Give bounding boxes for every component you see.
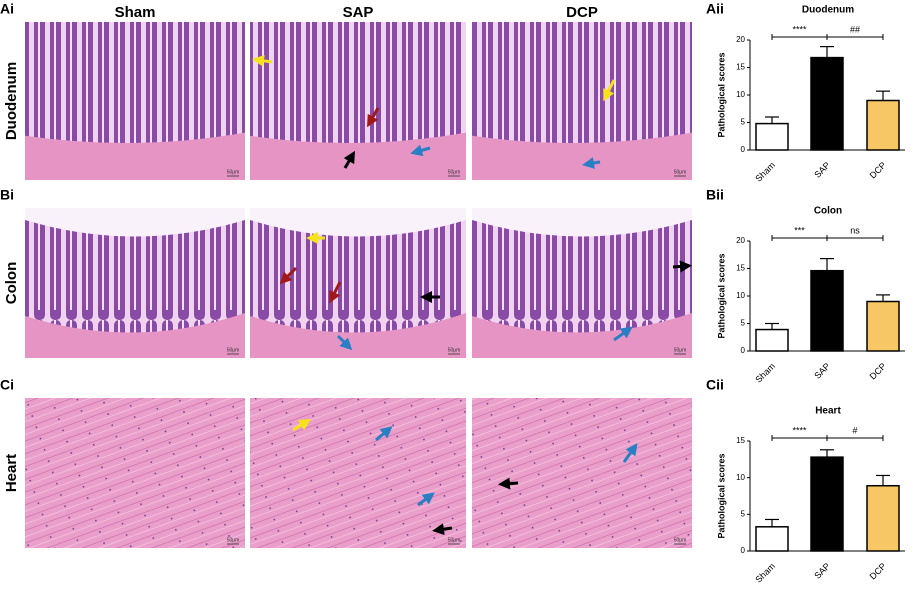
x-tick-label: DCP	[868, 160, 889, 181]
x-tick-label: DCP	[868, 561, 889, 582]
row-label: Heart	[3, 454, 20, 492]
panel-label: Ai	[0, 1, 14, 17]
bar	[810, 269, 844, 352]
y-axis-label: Pathological scores	[716, 52, 726, 137]
x-tick-label: SAP	[812, 160, 832, 180]
y-tick-label: 10	[736, 291, 745, 300]
bar	[755, 328, 789, 352]
x-tick-label: DCP	[868, 361, 889, 382]
scale-bar-label: 50μm	[448, 537, 461, 543]
chart-title: Duodenum	[802, 5, 854, 16]
scale-bar-label: 50μm	[674, 537, 687, 543]
bar	[810, 456, 844, 552]
panel-label: Aii	[706, 1, 724, 17]
micrograph	[250, 398, 466, 548]
row-label: Duodenum	[3, 62, 20, 140]
significance-label: ****	[792, 425, 807, 435]
tissue-band	[250, 313, 466, 358]
scale-bar-label: 50μm	[227, 169, 240, 175]
x-tick-label: SAP	[812, 361, 832, 381]
chart-title: Heart	[815, 406, 841, 417]
column-header: Sham	[115, 4, 156, 21]
x-tick-label: Sham	[753, 561, 777, 585]
panel-label: Cii	[706, 377, 724, 393]
y-tick-label: 10	[736, 90, 745, 99]
significance-label: ***	[794, 225, 805, 235]
y-tick-label: 20	[736, 35, 745, 44]
lumen	[25, 208, 245, 237]
scale-bar-label: 50μm	[448, 169, 461, 175]
scale-bar-label: 50μm	[227, 537, 240, 543]
y-tick-label: 15	[736, 63, 745, 72]
scale-bar-label: 50μm	[227, 347, 240, 353]
y-tick-label: 20	[736, 236, 745, 245]
scale-bar-label: 50μm	[674, 347, 687, 353]
y-axis-label: Pathological scores	[716, 253, 726, 338]
panel-label: Ci	[0, 377, 14, 393]
y-tick-label: 5	[741, 118, 746, 127]
column-header: SAP	[343, 4, 374, 21]
y-tick-label: 0	[741, 145, 746, 154]
scale-bar-label: 50μm	[674, 169, 687, 175]
x-tick-label: Sham	[753, 361, 777, 385]
bar	[866, 300, 900, 352]
tissue-band	[472, 132, 692, 180]
y-tick-label: 10	[736, 473, 745, 482]
bar	[755, 122, 789, 151]
tissue-band	[250, 132, 466, 180]
bar	[866, 484, 900, 552]
lumen	[250, 208, 466, 237]
arrows	[252, 54, 692, 536]
x-tick-label: Sham	[753, 160, 777, 184]
panel-label: Bi	[0, 187, 14, 203]
y-tick-label: 15	[736, 264, 745, 273]
bar	[755, 526, 789, 552]
scale-bar-label: 50μm	[448, 347, 461, 353]
y-tick-label: 15	[736, 436, 745, 445]
significance-label: ****	[792, 24, 807, 34]
lumen	[472, 208, 692, 237]
chart-title: Colon	[814, 206, 842, 217]
significance-label: ns	[850, 225, 860, 235]
panel-label: Bii	[706, 187, 724, 203]
column-header: DCP	[566, 4, 598, 21]
tissue-band	[25, 132, 245, 180]
micrograph	[25, 398, 245, 548]
micrographs: 50μm 50μm 50μm 50μm 50μm 50μm 50μm 50μm 50μm	[25, 22, 692, 548]
micrograph	[472, 398, 692, 548]
y-tick-label: 0	[741, 346, 746, 355]
bar	[810, 56, 844, 151]
y-tick-label: 0	[741, 546, 746, 555]
y-tick-label: 5	[741, 319, 746, 328]
tissue-band	[472, 313, 692, 358]
y-axis-label: Pathological scores	[716, 453, 726, 538]
significance-label: ##	[850, 24, 860, 34]
y-tick-label: 5	[741, 509, 746, 518]
row-label: Colon	[3, 262, 20, 305]
significance-label: #	[852, 425, 857, 435]
bar	[866, 99, 900, 151]
x-tick-label: SAP	[812, 561, 832, 581]
tissue-band	[25, 313, 245, 358]
